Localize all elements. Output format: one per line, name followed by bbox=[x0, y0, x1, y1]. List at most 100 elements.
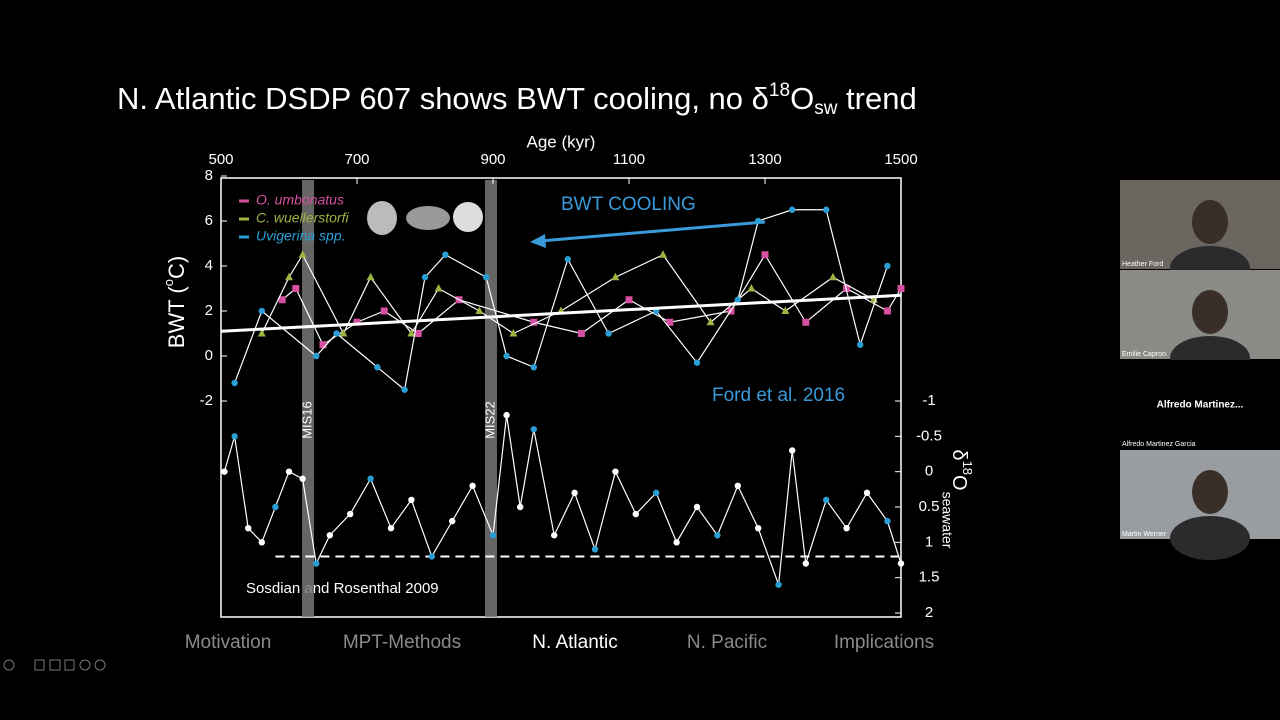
y-axis-label: BWT (oC) bbox=[161, 256, 188, 348]
marker bbox=[755, 525, 762, 532]
marker bbox=[414, 330, 422, 337]
marker bbox=[407, 329, 416, 337]
marker bbox=[653, 489, 660, 497]
marker bbox=[823, 496, 830, 504]
marker bbox=[884, 517, 891, 525]
participant-name: Martin Werner bbox=[1122, 531, 1167, 538]
y-tick-label: 0 bbox=[205, 347, 213, 364]
marker bbox=[706, 317, 715, 326]
label-text: δ bbox=[948, 449, 970, 460]
x-tick-label: 900 bbox=[480, 151, 505, 168]
marker bbox=[734, 482, 741, 489]
marker bbox=[755, 217, 762, 225]
y-tick-label: 8 bbox=[205, 167, 213, 184]
x-tick-label: 700 bbox=[344, 151, 369, 168]
marker bbox=[313, 352, 320, 360]
marker bbox=[489, 532, 497, 539]
annotation: Sosdian and Rosenthal 2009 bbox=[246, 580, 439, 597]
marker bbox=[319, 341, 327, 349]
y2-tick-label: 1 bbox=[925, 533, 933, 550]
y2-axis-sublabel: seawater bbox=[939, 492, 955, 549]
label-sup: o bbox=[161, 279, 176, 286]
marker bbox=[353, 318, 361, 326]
marker bbox=[611, 272, 620, 281]
marker bbox=[693, 503, 701, 511]
y-tick-label: 4 bbox=[205, 257, 213, 274]
marker bbox=[298, 250, 307, 258]
marker bbox=[258, 307, 265, 315]
y-tick-label: 2 bbox=[205, 302, 213, 319]
marker bbox=[285, 272, 293, 281]
band-label: MIS22 bbox=[482, 401, 497, 439]
marker bbox=[475, 306, 484, 314]
marker bbox=[313, 560, 320, 567]
series-line bbox=[223, 415, 902, 585]
marker bbox=[483, 274, 490, 281]
label-text: O bbox=[948, 475, 970, 491]
marker bbox=[897, 285, 905, 292]
marker bbox=[374, 364, 381, 371]
marker bbox=[408, 496, 415, 504]
person bbox=[1192, 470, 1228, 514]
marker bbox=[673, 539, 680, 546]
marker bbox=[857, 341, 864, 348]
marker bbox=[693, 359, 701, 366]
marker bbox=[278, 296, 286, 304]
cooling-arrow bbox=[539, 220, 766, 243]
video-tile bbox=[1120, 360, 1280, 449]
marker bbox=[632, 510, 639, 518]
y2-tick-label: 1.5 bbox=[919, 569, 940, 586]
nav-bar: Motivation MPT-Methods N. Atlantic N. Pacif… bbox=[185, 632, 934, 653]
marker bbox=[843, 525, 850, 532]
marker bbox=[299, 475, 306, 482]
marker bbox=[612, 468, 619, 475]
marker bbox=[503, 352, 510, 360]
participant-name: Alfredo Martinez Garcia bbox=[1122, 441, 1196, 448]
slide-title: N. Atlantic DSDP 607 shows BWT cooling, … bbox=[117, 80, 917, 119]
marker bbox=[221, 468, 228, 475]
marker bbox=[823, 206, 830, 213]
marker bbox=[442, 251, 449, 258]
marker bbox=[564, 256, 571, 263]
label-text: BWT ( bbox=[164, 286, 189, 349]
title-text: N. Atlantic DSDP 607 shows BWT cooling, … bbox=[117, 81, 769, 116]
marker bbox=[802, 318, 810, 326]
y-tick-label: -2 bbox=[200, 392, 213, 409]
y2-tick-label: 2 bbox=[925, 604, 933, 621]
marker bbox=[530, 318, 538, 326]
y2-tick-label: 0 bbox=[925, 463, 933, 480]
marker bbox=[469, 482, 476, 489]
marker bbox=[367, 475, 374, 482]
marker bbox=[421, 274, 429, 281]
marker bbox=[231, 433, 238, 440]
marker bbox=[434, 284, 443, 292]
marker bbox=[333, 330, 340, 337]
participant-panel: Heather Ford Emilie Capron Alfredo Martine… bbox=[1120, 180, 1280, 560]
marker bbox=[571, 489, 578, 497]
marker bbox=[326, 532, 333, 539]
marker bbox=[789, 447, 796, 454]
nav-item: Implications bbox=[834, 632, 934, 653]
marker bbox=[401, 386, 408, 393]
marker bbox=[775, 581, 782, 588]
marker bbox=[625, 296, 633, 304]
annotation: BWT COOLING bbox=[561, 194, 696, 215]
nav-item: Motivation bbox=[185, 632, 272, 653]
tile-placeholder: Alfredo Martinez... bbox=[1157, 400, 1244, 411]
label-text: C) bbox=[164, 256, 189, 279]
legend-label: Uvigerina spp. bbox=[256, 228, 346, 244]
x-axis-label: Age (kyr) bbox=[527, 132, 596, 151]
marker bbox=[734, 296, 741, 303]
y2-tick-label: -0.5 bbox=[916, 427, 942, 444]
y2-tick-label: -1 bbox=[922, 392, 935, 409]
foram-images bbox=[367, 201, 483, 235]
marker bbox=[272, 503, 279, 511]
person bbox=[1170, 516, 1250, 560]
mis-band bbox=[484, 180, 497, 617]
marker bbox=[781, 306, 790, 314]
marker bbox=[258, 539, 265, 546]
person bbox=[1192, 290, 1228, 334]
plot-frame bbox=[220, 177, 902, 618]
legend-label: O. umbonatus bbox=[256, 192, 344, 208]
marker bbox=[380, 307, 388, 315]
